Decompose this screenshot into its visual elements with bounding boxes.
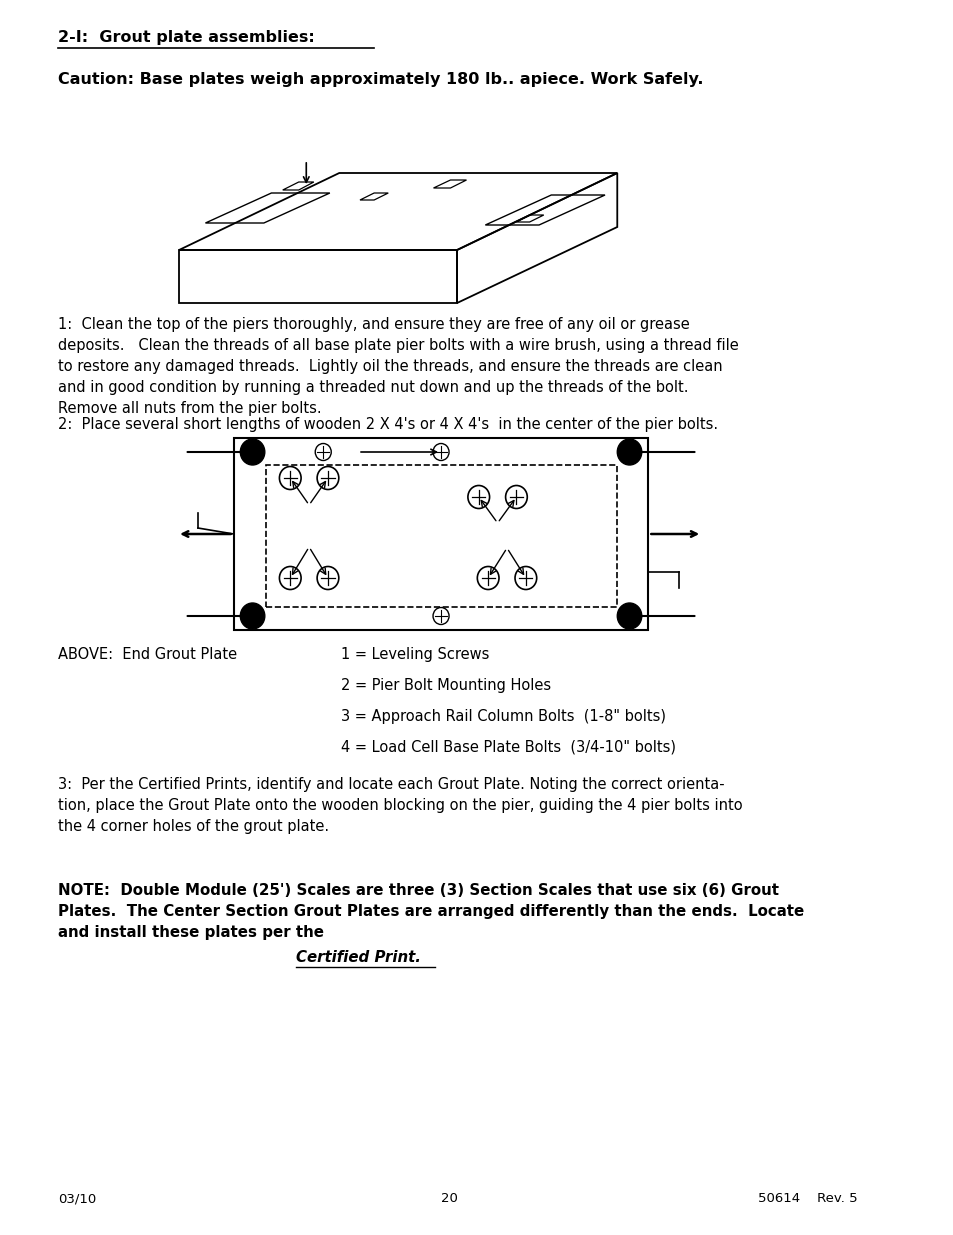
- Text: 20: 20: [440, 1192, 457, 1205]
- Bar: [266, 466, 617, 606]
- Text: 2-I:  Grout plate assemblies:: 2-I: Grout plate assemblies:: [58, 30, 314, 44]
- Text: Certified Print.: Certified Print.: [295, 950, 420, 965]
- Text: 2:  Place several short lengths of wooden 2 X 4's or 4 X 4's  in the center of t: 2: Place several short lengths of wooden…: [58, 417, 718, 432]
- Text: 03/10: 03/10: [58, 1192, 96, 1205]
- Circle shape: [240, 603, 265, 629]
- Circle shape: [240, 438, 265, 466]
- Text: 2 = Pier Bolt Mounting Holes: 2 = Pier Bolt Mounting Holes: [341, 678, 551, 693]
- Bar: [233, 438, 648, 630]
- Circle shape: [617, 603, 641, 629]
- Circle shape: [617, 438, 641, 466]
- Text: 50614    Rev. 5: 50614 Rev. 5: [758, 1192, 857, 1205]
- Text: 4 = Load Cell Base Plate Bolts  (3/4-10" bolts): 4 = Load Cell Base Plate Bolts (3/4-10" …: [341, 740, 676, 755]
- Text: 1:  Clean the top of the piers thoroughly, and ensure they are free of any oil o: 1: Clean the top of the piers thoroughly…: [58, 317, 739, 416]
- Text: NOTE:  Double Module (25') Scales are three (3) Section Scales that use six (6) : NOTE: Double Module (25') Scales are thr…: [58, 883, 803, 940]
- Text: Caution: Base plates weigh approximately 180 lb.. apiece. Work Safely.: Caution: Base plates weigh approximately…: [58, 72, 703, 86]
- Text: ABOVE:  End Grout Plate: ABOVE: End Grout Plate: [58, 647, 237, 662]
- Text: 3 = Approach Rail Column Bolts  (1-8" bolts): 3 = Approach Rail Column Bolts (1-8" bol…: [341, 709, 665, 724]
- Text: 3:  Per the Certified Prints, identify and locate each Grout Plate. Noting the c: 3: Per the Certified Prints, identify an…: [58, 777, 742, 834]
- Text: 1 = Leveling Screws: 1 = Leveling Screws: [341, 647, 489, 662]
